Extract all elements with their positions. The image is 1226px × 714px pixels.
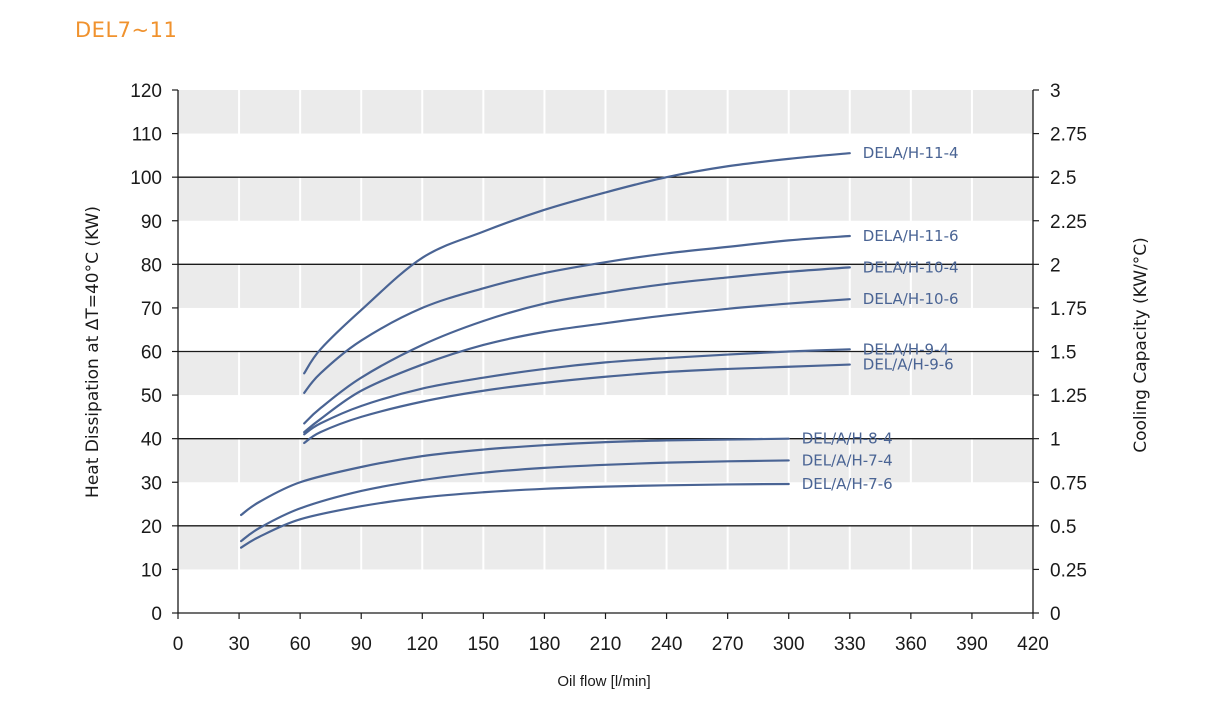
series-label: DEL/A/H-8-4 [802, 430, 893, 448]
series-line [303, 348, 851, 436]
y2-tick-label: 1.5 [1050, 343, 1076, 364]
series-line [240, 459, 790, 543]
y-tick-label: 0 [151, 604, 162, 625]
x-tick-label: 0 [173, 634, 184, 655]
y-tick-label: 20 [141, 517, 162, 538]
series-line [303, 266, 851, 425]
series-line [303, 152, 851, 375]
y2-axis-title: Cooling Capacity (KW/°C) [1131, 237, 1151, 453]
y-axis-ticks: 0 10 20 30 40 50 60 70 80 90 100 110 120 [130, 81, 178, 625]
x-tick-label: 330 [834, 634, 866, 655]
y-axis-title: Heat Dissipation at ΔT=40°C (KW) [83, 206, 103, 498]
x-tick-label: 420 [1017, 634, 1049, 655]
x-tick-label: 390 [956, 634, 988, 655]
y2-tick-label: 0.25 [1050, 560, 1087, 581]
series-label: DELA/H-11-6 [863, 227, 959, 245]
x-axis-ticks: 0 30 60 90 120 150 180 210 240 270 300 330 360 390 420 [173, 613, 1049, 655]
y-tick-label: 40 [141, 430, 162, 451]
y2-axis-ticks: 0 0.25 0.5 0.75 1 1.25 1.5 1.75 2 2.25 2.5 2.75 3 [1033, 81, 1087, 625]
x-tick-label: 120 [406, 634, 438, 655]
x-tick-label: 270 [712, 634, 744, 655]
y-tick-label: 100 [130, 168, 162, 189]
y2-tick-label: 2.5 [1050, 168, 1076, 189]
series-label: DEL/A/H-7-4 [802, 451, 893, 469]
y2-tick-label: 0 [1050, 604, 1061, 625]
x-tick-label: 150 [468, 634, 500, 655]
y2-tick-label: 0.5 [1050, 517, 1076, 538]
series-label: DELA/H-10-4 [863, 258, 959, 276]
series-line [240, 437, 790, 517]
x-tick-label: 240 [651, 634, 683, 655]
y-tick-label: 60 [141, 343, 162, 364]
x-tick-label: 60 [290, 634, 311, 655]
x-tick-label: 210 [590, 634, 622, 655]
series-line [303, 298, 851, 434]
y2-tick-label: 2 [1050, 255, 1061, 276]
x-tick-label: 90 [351, 634, 372, 655]
y-tick-label: 30 [141, 473, 162, 494]
y2-tick-label: 1.75 [1050, 299, 1087, 320]
series-label: DELA/H-11-4 [863, 144, 959, 162]
y-tick-label: 120 [130, 81, 162, 102]
y2-tick-label: 1.25 [1050, 386, 1087, 407]
series-lines [240, 152, 851, 549]
y-tick-label: 70 [141, 299, 162, 320]
y-tick-label: 90 [141, 212, 162, 233]
x-axis-title: Oil flow [l/min] [557, 673, 650, 690]
y-tick-label: 10 [141, 560, 162, 581]
series-line [240, 482, 790, 549]
y2-tick-label: 2.75 [1050, 125, 1087, 146]
series-labels: DELA/H-11-4 DELA/H-11-6 DELA/H-10-4 DELA/H-… [802, 144, 959, 493]
y2-tick-label: 3 [1050, 81, 1061, 102]
series-label: DEL/A/H-9-6 [863, 356, 954, 374]
x-tick-label: 180 [529, 634, 561, 655]
y2-tick-label: 0.75 [1050, 473, 1087, 494]
series-line [303, 363, 851, 445]
y-tick-label: 110 [132, 125, 162, 146]
series-line [303, 234, 851, 394]
page-title: DEL7~11 [75, 18, 178, 42]
major-gridlines [178, 176, 1033, 527]
x-tick-label: 300 [773, 634, 805, 655]
y2-tick-label: 1 [1050, 430, 1061, 451]
series-label: DEL/A/H-7-6 [802, 475, 893, 493]
series-label: DELA/H-9-4 [863, 340, 949, 358]
y2-tick-label: 2.25 [1050, 212, 1087, 233]
series-label: DELA/H-10-6 [863, 290, 959, 308]
x-tick-label: 360 [895, 634, 927, 655]
y-tick-label: 50 [141, 386, 162, 407]
y-tick-label: 80 [141, 255, 162, 276]
x-tick-label: 30 [229, 634, 250, 655]
